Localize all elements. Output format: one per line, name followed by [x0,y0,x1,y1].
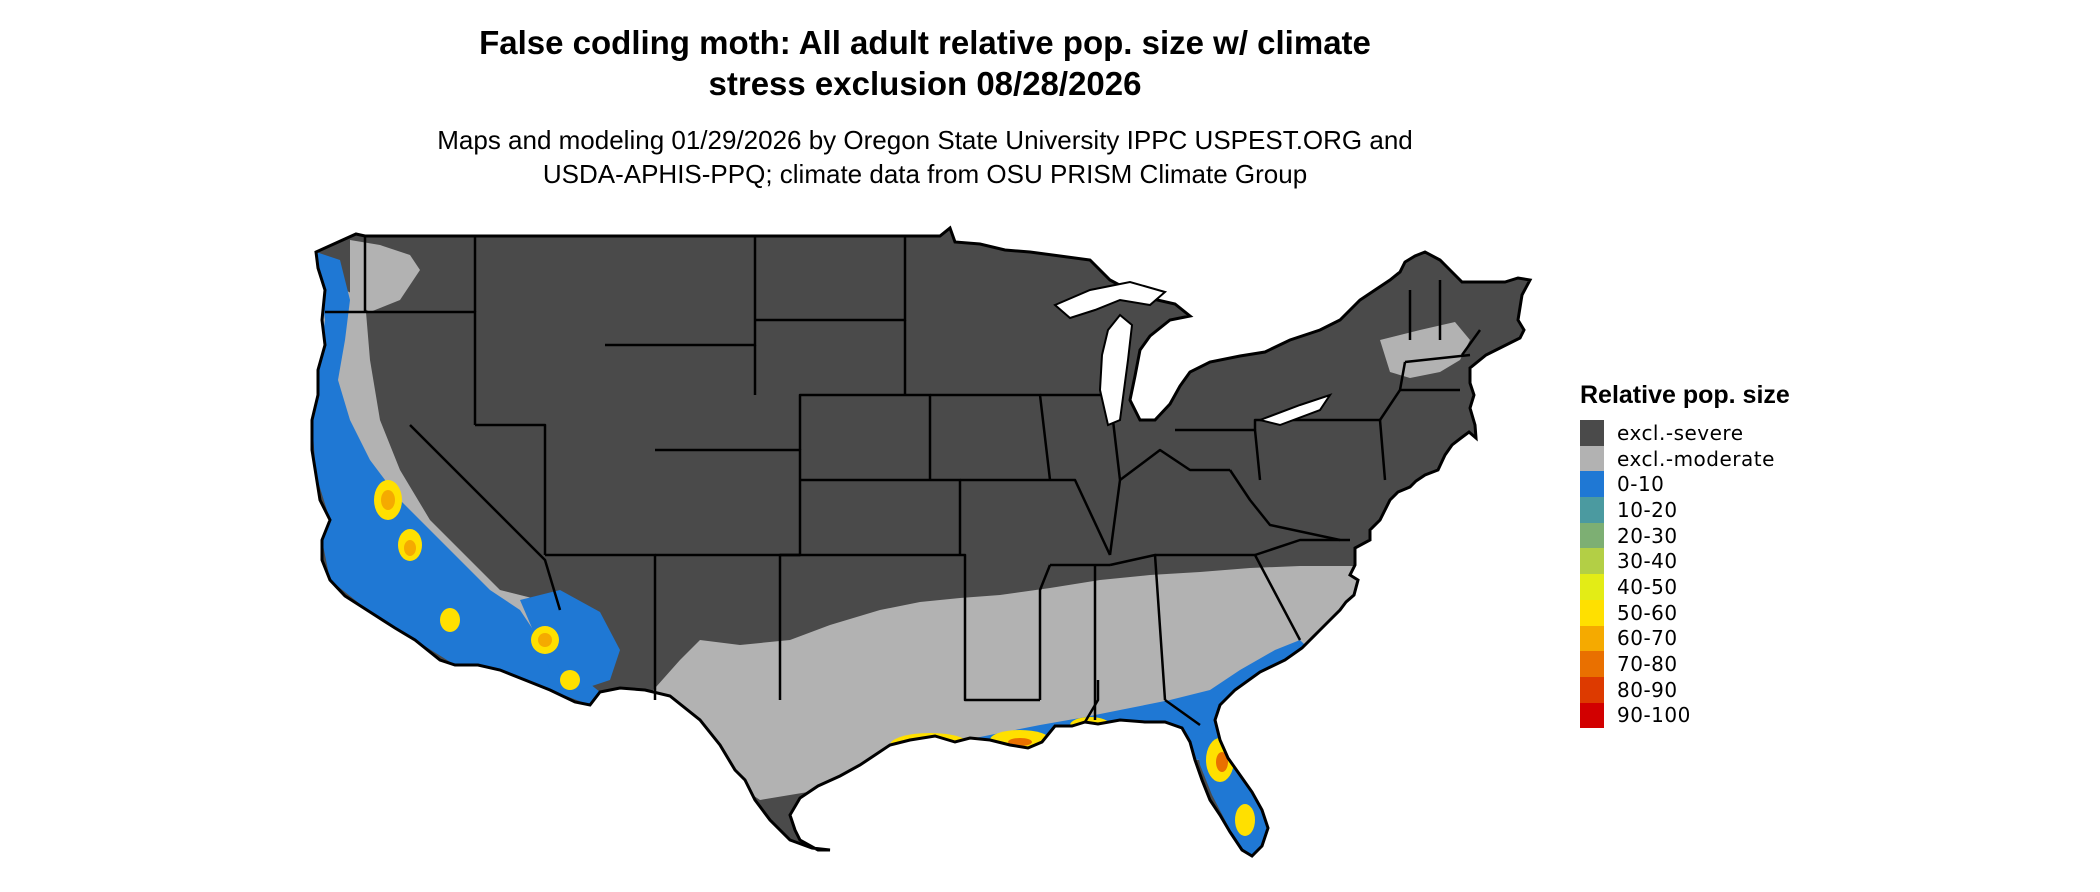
legend-item: 60-70 [1580,625,1880,652]
region-0-10-southwest-desert [520,590,620,690]
legend-swatch [1580,702,1604,729]
lake-superior [1053,280,1168,320]
base-excl-severe-region [312,228,1530,856]
map-title: False codling moth: All adult relative p… [330,22,1520,104]
lake-erie [1256,393,1333,427]
region-excl-moderate-northeast [1380,322,1470,378]
legend-label: 60-70 [1617,626,1678,651]
legend-swatch [1580,548,1604,575]
legend-title: Relative pop. size [1580,381,1790,409]
legend-item: 0-10 [1580,471,1880,498]
map-title-line-2: stress exclusion 08/28/2026 [708,65,1142,102]
hotspots-california [374,480,580,690]
legend-label: 80-90 [1617,677,1678,702]
map-subtitle-line-2: USDA-APHIS-PPQ; climate data from OSU PR… [542,159,1308,189]
legend-swatch [1580,676,1604,703]
legend-label: 90-100 [1617,703,1691,728]
legend-item: 30-40 [1580,548,1880,575]
region-0-10-pacific-coast [312,252,600,705]
us-map [310,226,1532,858]
legend-label: 0-10 [1617,472,1665,497]
legend-swatch [1580,599,1604,626]
legend-swatch [1580,420,1604,446]
legend-swatch [1580,651,1604,677]
legend-swatch [1580,445,1604,472]
legend-swatch [1580,522,1604,549]
legend-item: excl.-moderate [1580,445,1880,472]
map-subtitle-line-1: Maps and modeling 01/29/2026 by Oregon S… [437,125,1413,155]
legend-label: 30-40 [1617,549,1678,574]
great-lakes [1053,280,1333,427]
legend-label: 50-60 [1617,600,1678,625]
legend-label: 70-80 [1617,652,1678,677]
hotspots-gulf-orange [850,738,1228,807]
legend-item: excl.-severe [1580,420,1880,446]
legend-swatch [1580,497,1604,523]
legend: Relative pop. size excl.-severe excl.-mod… [1580,380,1880,729]
legend-label: 40-50 [1617,574,1678,599]
legend-label: 20-30 [1617,523,1678,548]
map-title-line-1: False codling moth: All adult relative p… [479,24,1371,61]
legend-item: 80-90 [1580,676,1880,703]
region-excl-moderate-northwest [350,240,420,312]
legend-swatch [1580,471,1604,498]
legend-item: 90-100 [1580,702,1880,729]
hotspots-california-orange [381,490,552,647]
legend-label: 10-20 [1617,497,1678,522]
lake-michigan [1098,313,1134,427]
legend-label: excl.-moderate [1617,446,1775,471]
legend-item: 20-30 [1580,522,1880,549]
legend-item: 70-80 [1580,651,1880,677]
legend-swatch [1580,574,1604,600]
map-subtitle: Maps and modeling 01/29/2026 by Oregon S… [330,123,1520,191]
legend-items: excl.-severe excl.-moderate 0-10 10-20 20-30… [1580,420,1880,729]
legend-item: 40-50 [1580,574,1880,600]
legend-label: excl.-severe [1617,420,1744,445]
legend-item: 50-60 [1580,599,1880,626]
legend-swatch [1580,625,1604,652]
legend-item: 10-20 [1580,497,1880,523]
state-borders [325,234,1482,727]
